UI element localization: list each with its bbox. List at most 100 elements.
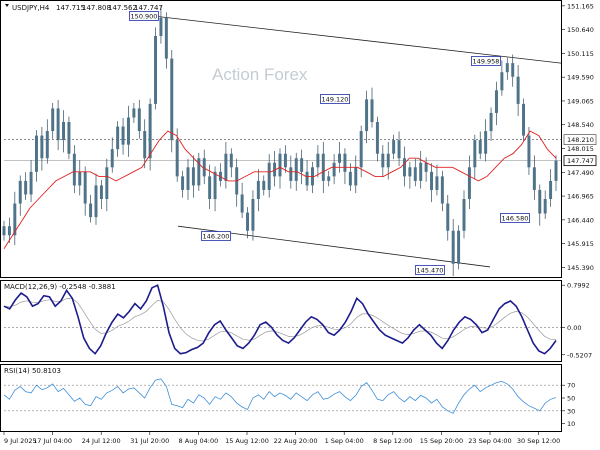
candle-body xyxy=(457,230,461,264)
price-tick-label: 151.165 xyxy=(567,2,594,10)
candle-body xyxy=(143,131,147,159)
x-tick-label: 8 Sep 12:00 xyxy=(373,437,412,445)
candle-body xyxy=(164,17,168,59)
candle-body xyxy=(83,171,87,204)
price-tick-label: 145.915 xyxy=(567,240,594,248)
candle-body xyxy=(126,117,130,145)
candle-body xyxy=(67,122,71,154)
price-tick-label: 149.065 xyxy=(567,97,594,105)
candle-body xyxy=(527,135,531,168)
macd-tick-label: -0.5207 xyxy=(567,351,592,359)
candle-body xyxy=(267,162,271,190)
candle-body xyxy=(51,108,55,132)
candle-body xyxy=(408,167,412,177)
candle-body xyxy=(273,162,277,177)
x-tick-label: 15 Sep 20:00 xyxy=(420,437,463,445)
candle-body xyxy=(78,171,82,186)
candle-body xyxy=(300,158,304,172)
x-tick-label: 22 Aug 20:00 xyxy=(274,437,318,445)
candle-body xyxy=(132,108,136,118)
candle-body xyxy=(224,153,228,181)
candle-body xyxy=(13,203,17,236)
candle-body xyxy=(538,189,542,214)
channel-upper-line xyxy=(149,15,562,64)
candle-body xyxy=(89,203,93,218)
candle-body xyxy=(549,180,553,200)
candle-body xyxy=(229,153,233,168)
rsi-tick-label: 30 xyxy=(567,407,575,415)
candle-body xyxy=(197,158,201,186)
rsi-layer xyxy=(3,378,561,414)
candle-body xyxy=(208,176,212,200)
candle-body xyxy=(516,76,520,104)
candle-body xyxy=(446,203,450,231)
candle-body xyxy=(332,162,336,177)
candle-body xyxy=(359,131,363,168)
candle-body xyxy=(24,180,28,195)
candle-body xyxy=(462,199,466,231)
candle-body xyxy=(40,135,44,159)
macd-layer xyxy=(3,284,561,355)
candle-body xyxy=(289,167,293,181)
x-tick-label: 1 Sep 04:00 xyxy=(325,437,364,445)
candle-body xyxy=(191,167,195,186)
candle-body xyxy=(148,103,152,159)
candle-body xyxy=(240,194,244,213)
candle-body xyxy=(419,162,423,181)
candle-body xyxy=(424,162,428,172)
candle-body xyxy=(121,126,125,145)
candle-body xyxy=(554,160,558,181)
candle-body xyxy=(402,158,406,177)
candle-body xyxy=(72,153,76,186)
candle-body xyxy=(348,171,352,186)
price-layer: 150.900 146.200 149.120 145.470 149.958 146.5… xyxy=(2,6,562,276)
price-tick-label: 146.440 xyxy=(567,216,594,224)
annotation-box xyxy=(500,213,530,223)
candle-body xyxy=(478,140,482,154)
x-tick-label: 30 Sep 12:00 xyxy=(517,437,560,445)
candle-body xyxy=(532,167,536,190)
candle-body xyxy=(343,153,347,172)
current-price-label: 147.747 xyxy=(567,157,594,165)
candle-body xyxy=(99,185,103,200)
candle-body xyxy=(327,176,331,181)
x-tick-label: 8 Aug 04:00 xyxy=(179,437,219,445)
candle-body xyxy=(246,212,250,231)
candle-body xyxy=(365,99,369,132)
candle-body xyxy=(435,176,439,190)
price-panel-frame xyxy=(0,0,562,278)
annotation-label: 149.120 xyxy=(322,96,349,104)
macd-line xyxy=(3,284,557,355)
annotation-box xyxy=(415,265,445,275)
candle-body xyxy=(413,167,417,181)
candle-body xyxy=(213,171,217,200)
candle-body xyxy=(375,122,379,154)
annotation-label: 149.958 xyxy=(473,58,500,66)
candle-body xyxy=(2,226,6,236)
candle-body xyxy=(251,199,255,231)
macd-tick-label: 0.7992 xyxy=(567,282,590,290)
rsi-line xyxy=(3,378,557,414)
header-arrow-icon xyxy=(5,4,9,7)
candle-body xyxy=(7,226,11,236)
annotation-label: 146.200 xyxy=(203,233,230,241)
candle-body xyxy=(202,158,206,177)
candle-body xyxy=(62,122,66,141)
candle-body xyxy=(511,63,515,77)
x-tick-label: 24 Jul 12:00 xyxy=(82,437,121,445)
x-tick-label: 15 Aug 12:00 xyxy=(225,437,269,445)
candle-body xyxy=(381,153,385,168)
candle-body xyxy=(34,135,38,172)
candle-body xyxy=(392,140,396,154)
header-open: 147.715 xyxy=(56,4,85,12)
candle-body xyxy=(45,131,49,159)
candle-body xyxy=(321,153,325,181)
price-tick-label: 150.115 xyxy=(567,50,594,58)
candle-body xyxy=(18,180,22,204)
candle-body xyxy=(256,180,260,200)
candle-body xyxy=(186,167,190,190)
axis-layer: 151.165 150.640 150.115 149.590 149.065 148.5… xyxy=(3,2,597,445)
candle-body xyxy=(505,63,509,73)
x-tick-label: 17 Jul 04:00 xyxy=(33,437,72,445)
